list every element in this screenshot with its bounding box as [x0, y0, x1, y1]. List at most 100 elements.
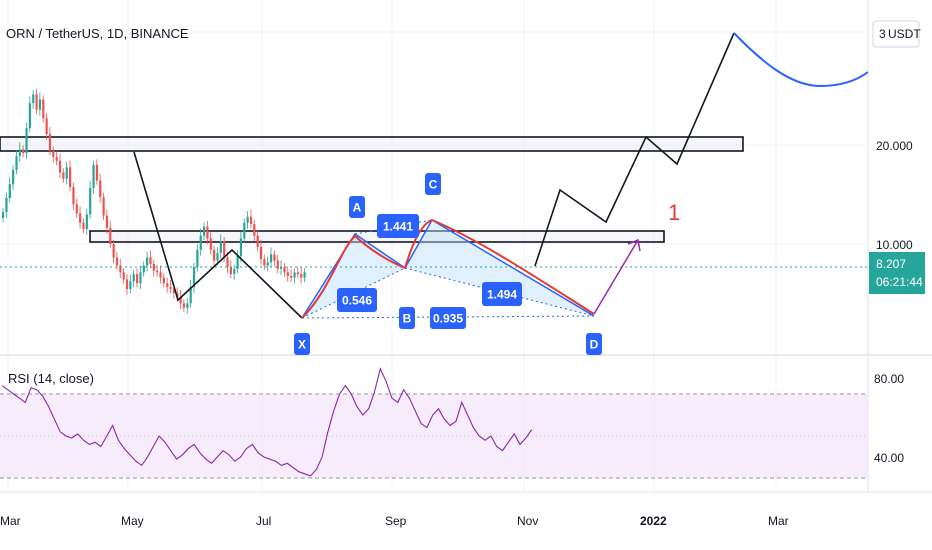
candle-body [223, 241, 226, 258]
candle-body [109, 227, 112, 244]
candle-body [156, 270, 159, 273]
ratio-tag-3: 1.494 [482, 282, 522, 306]
candle-body [42, 99, 45, 119]
candle-body [102, 196, 105, 216]
candle-body [199, 235, 202, 250]
candle-body [132, 274, 135, 282]
harmonic-ac-dotted [354, 219, 433, 235]
time-label-may: May [121, 514, 144, 528]
time-label-mar-2022: Mar [768, 514, 789, 528]
candle-body [263, 259, 266, 266]
candle-body [125, 279, 129, 289]
price-axis[interactable]: 3 USDT 20.000 10.000 8.207 06:21:44 [869, 20, 925, 294]
candle-body [206, 226, 209, 239]
candle-body [136, 274, 139, 284]
red-curve-left[interactable] [301, 234, 406, 319]
candle-body [182, 303, 186, 308]
candle-body [85, 214, 88, 230]
ratio-tag-0-text: 0.546 [342, 294, 372, 308]
candle-body [95, 164, 98, 181]
candle-body [270, 254, 273, 263]
candle-body [32, 94, 35, 104]
candle-body [105, 215, 109, 228]
point-tag-c-text: C [429, 178, 438, 192]
candle-body [162, 277, 165, 284]
candle-body [152, 263, 155, 271]
last-price-value: 8.207 [876, 257, 906, 271]
candle-body [233, 268, 236, 275]
candle-body [209, 238, 212, 250]
candle-body [112, 244, 115, 258]
candle-body [5, 197, 8, 213]
candle-body [129, 281, 132, 289]
candle-body [69, 167, 72, 188]
candle-body [286, 272, 289, 276]
point-tag-x-text: X [298, 338, 306, 352]
resistance-zone-upper[interactable] [0, 136, 744, 152]
candle-body [300, 274, 303, 278]
ratio-tag-3-text: 1.494 [487, 288, 517, 302]
candle-body [28, 103, 31, 129]
projection-path[interactable] [534, 32, 735, 267]
time-label-nov: Nov [517, 514, 538, 528]
candle-body [186, 303, 189, 308]
candle-body [283, 267, 286, 273]
rsi-axis[interactable]: 80.00 40.00 [874, 372, 904, 465]
candle-body [15, 156, 18, 170]
candle-body [290, 275, 293, 278]
symbol-title[interactable]: ORN / TetherUS, 1D, BINANCE [6, 26, 189, 41]
candle-body [249, 216, 253, 225]
candle-body [259, 246, 263, 260]
candle-body [25, 128, 28, 154]
candle-body [273, 254, 276, 261]
time-label-sep: Sep [385, 514, 407, 528]
candle-body [276, 260, 279, 269]
candle-body [213, 249, 216, 261]
currency-unit: USDT [888, 27, 921, 41]
ratio-tag-0: 0.546 [337, 288, 377, 312]
point-tag-a-text: A [353, 201, 362, 215]
ratio-tags[interactable]: 0.546 1.441 0.935 1.494 [337, 214, 522, 329]
candle-body [119, 265, 122, 273]
candle-body [2, 212, 5, 218]
candle-body [35, 94, 38, 110]
candle-body [79, 213, 82, 223]
candle-body [122, 272, 125, 280]
candle-body [253, 224, 256, 236]
time-label-jul: Jul [256, 514, 271, 528]
wave-path-history[interactable] [133, 151, 303, 319]
time-axis[interactable]: Mar May Jul Sep Nov 2022 Mar [0, 514, 789, 528]
rsi-band [0, 394, 868, 478]
projection-arrow[interactable] [593, 238, 641, 315]
point-tag-c: C [425, 173, 441, 195]
currency-badge [872, 20, 920, 48]
candle-body [166, 283, 169, 288]
projection-curve[interactable] [733, 32, 869, 88]
point-tags[interactable]: X A B C D [294, 173, 602, 355]
red-curve-right[interactable] [404, 218, 595, 315]
rsi-line [1, 367, 533, 477]
candle-body [48, 134, 52, 151]
candle-body [12, 169, 15, 185]
candle-body [196, 249, 199, 268]
candle-body [203, 226, 206, 236]
candles [2, 88, 306, 314]
point-tag-a: A [349, 196, 365, 218]
candle-body [99, 180, 102, 197]
ratio-tag-2: 0.935 [430, 307, 466, 329]
rsi-title[interactable]: RSI (14, close) [8, 371, 94, 386]
candle-body [149, 257, 152, 264]
candle-body [216, 252, 219, 261]
pattern-bcd-fill [405, 220, 594, 316]
candle-body [239, 238, 243, 256]
candle-body [115, 257, 119, 266]
time-label-2022: 2022 [640, 514, 667, 528]
candle-body [246, 216, 249, 223]
last-price-badge [869, 252, 925, 294]
candle-body [172, 288, 176, 293]
rsi-tick-80: 80.00 [874, 372, 904, 386]
wave-label[interactable]: 1 [668, 200, 680, 225]
candle-body [58, 160, 62, 173]
point-tag-b-text: B [403, 312, 412, 326]
